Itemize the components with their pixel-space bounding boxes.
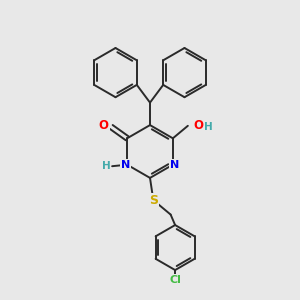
Text: Cl: Cl — [169, 275, 181, 285]
Text: O: O — [193, 119, 203, 132]
Text: N: N — [121, 160, 130, 170]
Text: S: S — [149, 194, 158, 207]
Text: N: N — [170, 160, 179, 170]
Text: H: H — [102, 161, 110, 171]
Text: O: O — [99, 119, 109, 132]
Text: H: H — [204, 122, 213, 132]
